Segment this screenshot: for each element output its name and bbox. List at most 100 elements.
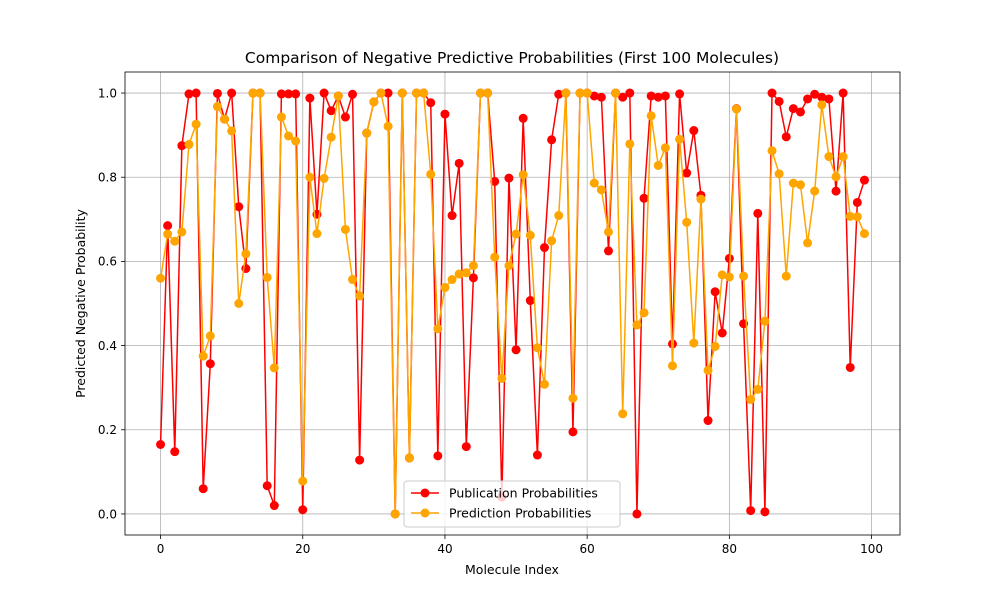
data-point-publication	[269, 501, 279, 511]
data-point-publication	[284, 89, 294, 99]
data-point-publication	[675, 89, 685, 99]
data-point-prediction	[753, 384, 763, 394]
data-point-prediction	[184, 139, 194, 149]
plot-area-frame	[124, 71, 901, 536]
data-point-prediction	[497, 373, 507, 383]
data-point-prediction	[198, 351, 208, 361]
data-point-publication	[717, 328, 727, 338]
data-point-prediction	[369, 97, 379, 107]
data-point-publication	[845, 362, 855, 372]
data-point-publication	[774, 96, 784, 106]
data-point-prediction	[689, 338, 699, 348]
legend: Publication Probabilities Prediction Pro…	[403, 480, 621, 528]
data-point-publication	[433, 451, 443, 461]
data-point-prediction	[653, 160, 663, 170]
data-point-prediction	[774, 169, 784, 179]
x-tick-label: 20	[295, 542, 310, 556]
data-point-prediction	[632, 320, 642, 330]
data-point-publication	[781, 132, 791, 142]
data-point-prediction	[561, 88, 571, 98]
data-point-prediction	[618, 409, 628, 419]
data-point-prediction	[156, 273, 166, 283]
series-layer	[156, 88, 869, 519]
data-point-prediction	[731, 104, 741, 114]
data-point-prediction	[760, 316, 770, 326]
data-point-prediction	[276, 112, 286, 122]
data-point-prediction	[788, 178, 798, 188]
data-point-prediction	[831, 172, 841, 182]
data-point-prediction	[596, 185, 606, 195]
data-point-prediction	[284, 131, 294, 141]
data-point-prediction	[504, 261, 514, 271]
data-point-prediction	[717, 270, 727, 280]
data-point-prediction	[170, 236, 180, 246]
data-point-publication	[184, 89, 194, 99]
data-point-publication	[589, 91, 599, 101]
data-point-publication	[440, 109, 450, 119]
data-point-publication	[646, 91, 656, 101]
data-point-prediction	[810, 186, 820, 196]
data-point-prediction	[305, 172, 315, 182]
data-point-prediction	[724, 272, 734, 282]
x-tick-label: 60	[580, 542, 595, 556]
data-point-publication	[817, 92, 827, 102]
data-point-publication	[212, 88, 222, 98]
data-point-publication	[639, 193, 649, 203]
data-point-prediction	[191, 119, 201, 129]
data-point-publication	[262, 481, 272, 491]
data-point-publication	[355, 455, 365, 465]
data-point-prediction	[319, 173, 329, 183]
x-tick-label: 80	[722, 542, 737, 556]
data-point-publication	[227, 88, 237, 98]
data-point-publication	[859, 175, 869, 185]
data-point-prediction	[440, 283, 450, 293]
legend-marker-prediction	[420, 508, 430, 518]
y-tick-label: 0.4	[98, 339, 117, 353]
data-point-prediction	[220, 114, 230, 124]
data-point-prediction	[404, 453, 414, 463]
data-point-publication	[276, 89, 286, 99]
data-point-publication	[547, 135, 557, 145]
y-tick-label: 1.0	[98, 86, 117, 100]
data-point-publication	[568, 427, 578, 437]
data-point-prediction	[376, 88, 386, 98]
data-point-publication	[603, 246, 613, 256]
data-point-publication	[824, 94, 834, 104]
data-point-prediction	[589, 178, 599, 188]
data-point-prediction	[212, 102, 222, 112]
data-point-publication	[554, 89, 564, 99]
data-point-prediction	[568, 393, 578, 403]
data-point-prediction	[291, 136, 301, 146]
data-point-publication	[596, 92, 606, 102]
data-point-publication	[710, 287, 720, 297]
data-point-prediction	[390, 509, 400, 519]
data-point-publication	[291, 89, 301, 99]
data-point-prediction	[582, 88, 592, 98]
data-point-prediction	[419, 88, 429, 98]
data-point-prediction	[518, 170, 528, 180]
y-axis-label: Predicted Negative Probability	[73, 209, 88, 398]
data-point-publication	[340, 112, 350, 122]
data-point-prediction	[639, 308, 649, 318]
legend-marker-publication	[420, 488, 430, 498]
data-point-publication	[660, 91, 670, 101]
data-point-publication	[461, 442, 471, 452]
data-point-prediction	[412, 88, 422, 98]
data-point-prediction	[803, 238, 813, 248]
data-point-publication	[156, 440, 166, 449]
data-point-publication	[625, 88, 635, 98]
data-point-publication	[319, 88, 329, 98]
legend-box	[403, 480, 621, 528]
data-point-publication	[795, 107, 805, 117]
data-point-prediction	[227, 126, 237, 136]
data-point-publication	[760, 507, 770, 517]
x-tick-label: 40	[437, 542, 452, 556]
data-point-prediction	[298, 476, 308, 486]
data-point-prediction	[397, 88, 407, 98]
data-point-publication	[170, 447, 180, 457]
data-point-prediction	[625, 139, 635, 149]
data-point-prediction	[177, 227, 187, 237]
data-point-publication	[724, 253, 734, 263]
data-point-prediction	[340, 224, 350, 234]
